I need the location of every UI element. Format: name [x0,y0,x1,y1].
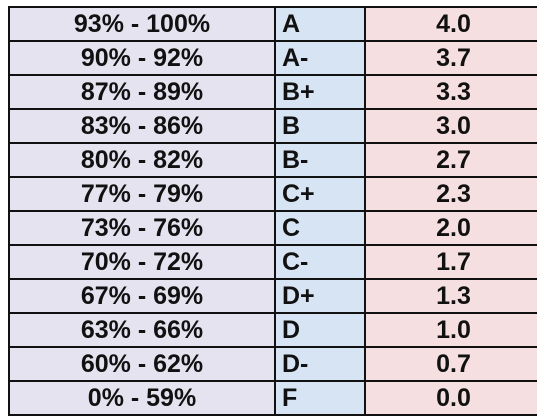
letter-grade-cell: C+ [274,176,366,212]
table-row: 90% - 92% A- 3.7 [8,40,537,76]
percentage-range-cell: 77% - 79% [8,176,276,212]
gpa-value-cell: 1.3 [364,278,537,314]
table-row: 73% - 76% C 2.0 [8,210,537,246]
letter-grade-cell: A- [274,40,366,76]
letter-grade-cell: B [274,108,366,144]
gpa-value-cell: 2.3 [364,176,537,212]
gpa-value-cell: 0.0 [364,380,537,416]
letter-grade-cell: D+ [274,278,366,314]
gpa-value-cell: 4.0 [364,6,537,42]
gpa-value-cell: 1.7 [364,244,537,280]
gpa-value-cell: 2.0 [364,210,537,246]
gpa-value-cell: 3.3 [364,74,537,110]
table-row: 70% - 72% C- 1.7 [8,244,537,280]
table-row: 63% - 66% D 1.0 [8,312,537,348]
percentage-range-cell: 90% - 92% [8,40,276,76]
gpa-value-cell: 3.0 [364,108,537,144]
letter-grade-cell: B+ [274,74,366,110]
percentage-range-cell: 60% - 62% [8,346,276,382]
table-row: 93% - 100% A 4.0 [8,6,537,42]
grade-scale-body: 93% - 100% A 4.0 90% - 92% A- 3.7 87% - 89% B+ 3… [8,6,537,416]
percentage-range-cell: 87% - 89% [8,74,276,110]
percentage-range-cell: 80% - 82% [8,142,276,178]
percentage-range-cell: 0% - 59% [8,380,276,416]
percentage-range-cell: 93% - 100% [8,6,276,42]
table-row: 87% - 89% B+ 3.3 [8,74,537,110]
table-row: 67% - 69% D+ 1.3 [8,278,537,314]
percentage-range-cell: 70% - 72% [8,244,276,280]
gpa-value-cell: 3.7 [364,40,537,76]
gpa-value-cell: 0.7 [364,346,537,382]
table-row: 77% - 79% C+ 2.3 [8,176,537,212]
letter-grade-cell: C [274,210,366,246]
percentage-range-cell: 73% - 76% [8,210,276,246]
letter-grade-cell: D- [274,346,366,382]
letter-grade-cell: C- [274,244,366,280]
grade-scale-table: 93% - 100% A 4.0 90% - 92% A- 3.7 87% - 89% B+ 3… [8,6,537,416]
percentage-range-cell: 67% - 69% [8,278,276,314]
percentage-range-cell: 63% - 66% [8,312,276,348]
letter-grade-cell: F [274,380,366,416]
letter-grade-cell: A [274,6,366,42]
table-row: 83% - 86% B 3.0 [8,108,537,144]
table-row: 80% - 82% B- 2.7 [8,142,537,178]
letter-grade-cell: B- [274,142,366,178]
gpa-value-cell: 2.7 [364,142,537,178]
gpa-value-cell: 1.0 [364,312,537,348]
table-row: 0% - 59% F 0.0 [8,380,537,416]
percentage-range-cell: 83% - 86% [8,108,276,144]
letter-grade-cell: D [274,312,366,348]
table-row: 60% - 62% D- 0.7 [8,346,537,382]
